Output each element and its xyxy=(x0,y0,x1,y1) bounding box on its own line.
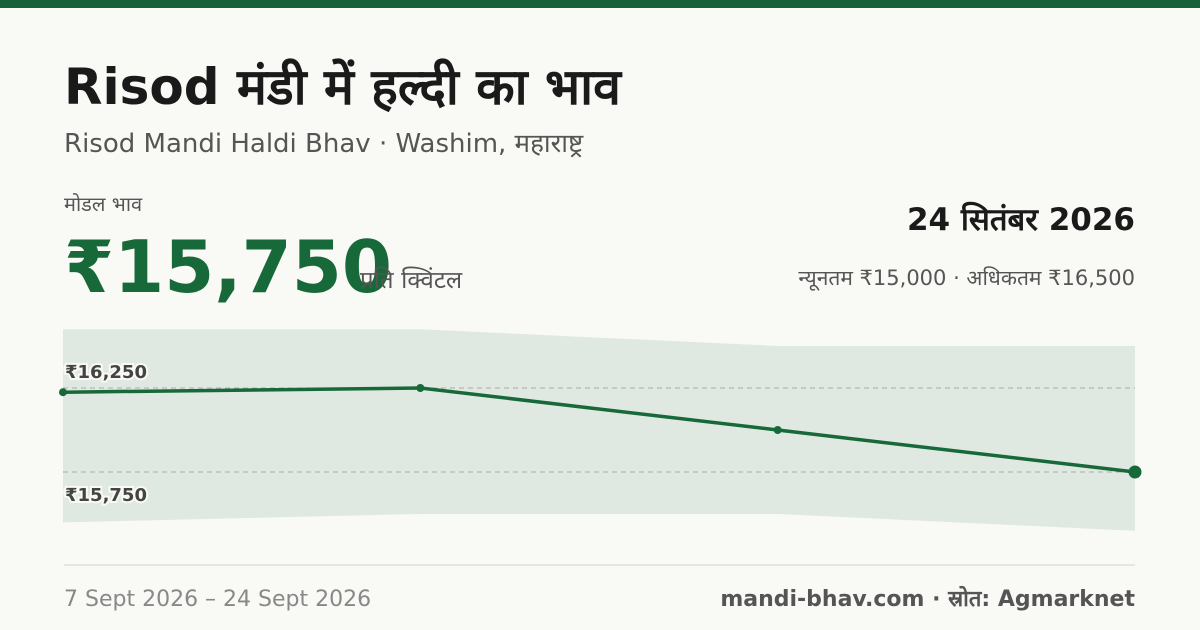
line xyxy=(62,386,1136,474)
period: 7 Sept 2026 – 24 Sept 2026 xyxy=(64,587,371,612)
title: Risod मंडी में हल्दी का भाव xyxy=(64,58,623,116)
subtitle: Risod Mandi Haldi Bhav · Washim, महाराष्… xyxy=(64,129,584,159)
source: mandi-bhav.com · स्रोत: Agmarknet xyxy=(720,585,1135,612)
unit: प्रति क्विंटल xyxy=(360,266,463,294)
plot: ₹16,250 ₹15,750 xyxy=(59,329,1142,531)
y-tick-label: ₹16,250 xyxy=(65,362,147,383)
date: 24 सितंबर 2026 xyxy=(907,201,1135,238)
point xyxy=(773,426,782,434)
point xyxy=(416,384,425,392)
point xyxy=(59,388,67,397)
top-bar xyxy=(0,0,1200,8)
min-max: न्यूनतम ₹15,000 · अधिकतम ₹16,500 xyxy=(798,266,1135,291)
point xyxy=(1128,465,1142,479)
price-label: मोडल भाव xyxy=(64,192,143,216)
y-tick-label: ₹15,750 xyxy=(65,485,147,506)
price: ₹15,750 xyxy=(64,225,392,309)
range-band xyxy=(63,329,1135,531)
